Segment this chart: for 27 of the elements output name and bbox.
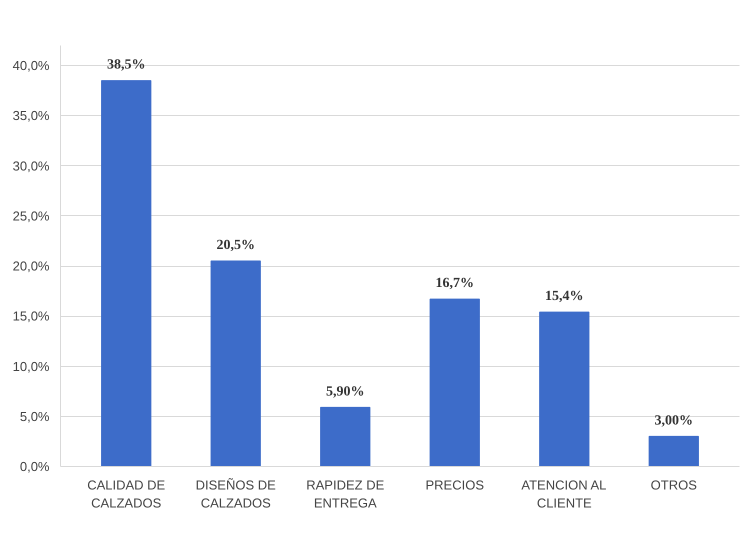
x-tick-label: RAPIDEZ DE ENTREGA [306,478,385,510]
bar [320,406,370,466]
bar [210,260,261,466]
y-tick-label: 0,0% [20,459,50,474]
x-tick-label: CALIDAD DE CALZADOS [87,478,166,510]
bar [101,80,152,466]
x-tick-label: ATENCION AL CLIENTE [521,478,606,510]
data-label: 38,5% [106,58,146,73]
data-label: 20,5% [216,238,255,254]
y-tick-label: 25,0% [12,208,50,224]
bar [648,436,699,466]
bar [539,312,590,466]
x-tick-label: OTROS [650,478,698,492]
data-label: 5,90% [326,384,364,400]
y-tick-label: 15,0% [12,308,50,324]
bar [430,298,480,466]
y-tick-label: 5,0% [20,408,50,424]
x-tick-label: PRECIOS [426,478,484,492]
data-label: 16,7% [436,276,474,292]
y-tick-label: 35,0% [12,108,50,124]
x-tick-label: DISEÑOS DE CALZADOS [196,478,276,510]
y-tick-label: 20,0% [12,258,50,274]
data-label: 3,00% [654,413,694,428]
data-label: 15,4% [545,289,584,304]
y-tick-label: 40,0% [12,58,50,74]
y-tick-label: 10,0% [12,358,50,374]
y-tick-label: 30,0% [12,158,50,174]
